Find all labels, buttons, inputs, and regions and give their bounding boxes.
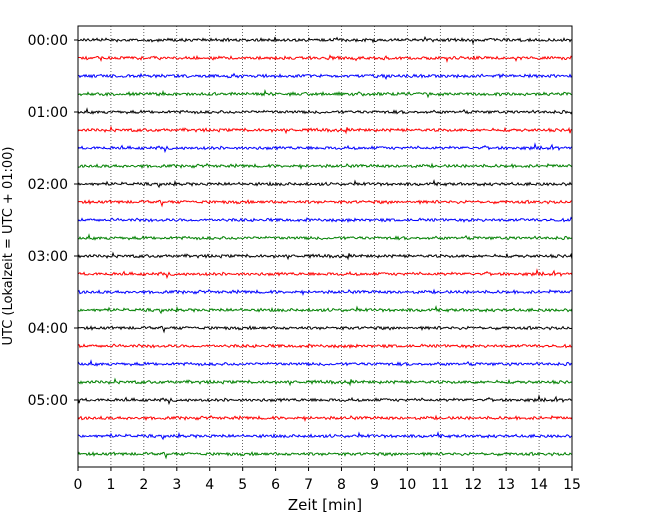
x-tick-label: 1	[106, 477, 115, 493]
x-tick-label: 3	[172, 477, 181, 493]
x-tick-label: 8	[337, 477, 346, 493]
trace-0100	[77, 107, 573, 115]
x-tick-label: 9	[370, 477, 379, 493]
trace-0345	[77, 305, 573, 315]
x-tick-label: 13	[497, 477, 515, 493]
trace-0230	[77, 216, 573, 224]
x-tick-label: 12	[464, 477, 482, 493]
trace-0445	[77, 377, 573, 387]
trace-0515	[77, 414, 573, 423]
x-axis-label: Zeit [min]	[288, 496, 362, 514]
trace-0500	[77, 394, 573, 406]
trace-0315	[77, 268, 573, 280]
trace-0115	[77, 125, 573, 135]
trace-0530	[77, 431, 573, 441]
trace-0030	[77, 72, 573, 81]
trace-0245	[77, 233, 573, 241]
trace-0145	[77, 162, 573, 171]
seismic-traces	[77, 36, 573, 460]
x-tick-label: 0	[74, 477, 83, 493]
y-tick-label: 05:00	[28, 393, 68, 409]
trace-0200	[77, 179, 573, 189]
trace-0330	[77, 288, 573, 297]
x-tick-label: 6	[271, 477, 280, 493]
trace-0015	[77, 54, 573, 64]
trace-0045	[77, 89, 573, 99]
x-tick-label: 7	[304, 477, 313, 493]
y-tick-label: 04:00	[28, 321, 68, 337]
trace-0400	[77, 325, 573, 334]
y-axis-ticks: 00:00 01:00 02:00 03:00 04:00 05:00	[28, 33, 78, 409]
trace-0430	[77, 359, 573, 367]
x-tick-label: 15	[563, 477, 581, 493]
y-tick-label: 01:00	[28, 105, 68, 121]
trace-0000	[77, 36, 573, 46]
y-tick-label: 03:00	[28, 249, 68, 265]
x-tick-label: 4	[205, 477, 214, 493]
x-tick-label: 14	[530, 477, 548, 493]
trace-0300	[77, 251, 573, 261]
x-tick-label: 5	[238, 477, 247, 493]
y-tick-label: 02:00	[28, 177, 68, 193]
x-tick-label: 2	[139, 477, 148, 493]
trace-0130	[77, 142, 573, 154]
x-tick-label: 11	[431, 477, 449, 493]
plot-frame	[77, 25, 573, 468]
trace-0415	[77, 343, 573, 350]
trace-0215	[77, 199, 573, 208]
y-axis-label: UTC (Lokalzeit = UTC + 01:00)	[1, 147, 16, 346]
trace-0545	[77, 451, 573, 460]
x-axis-ticks: 0 1 2 3 4 5 6 7 8 9 10 11 12 13 14 15	[74, 467, 581, 493]
x-tick-label: 10	[398, 477, 416, 493]
y-tick-label: 00:00	[28, 33, 68, 49]
